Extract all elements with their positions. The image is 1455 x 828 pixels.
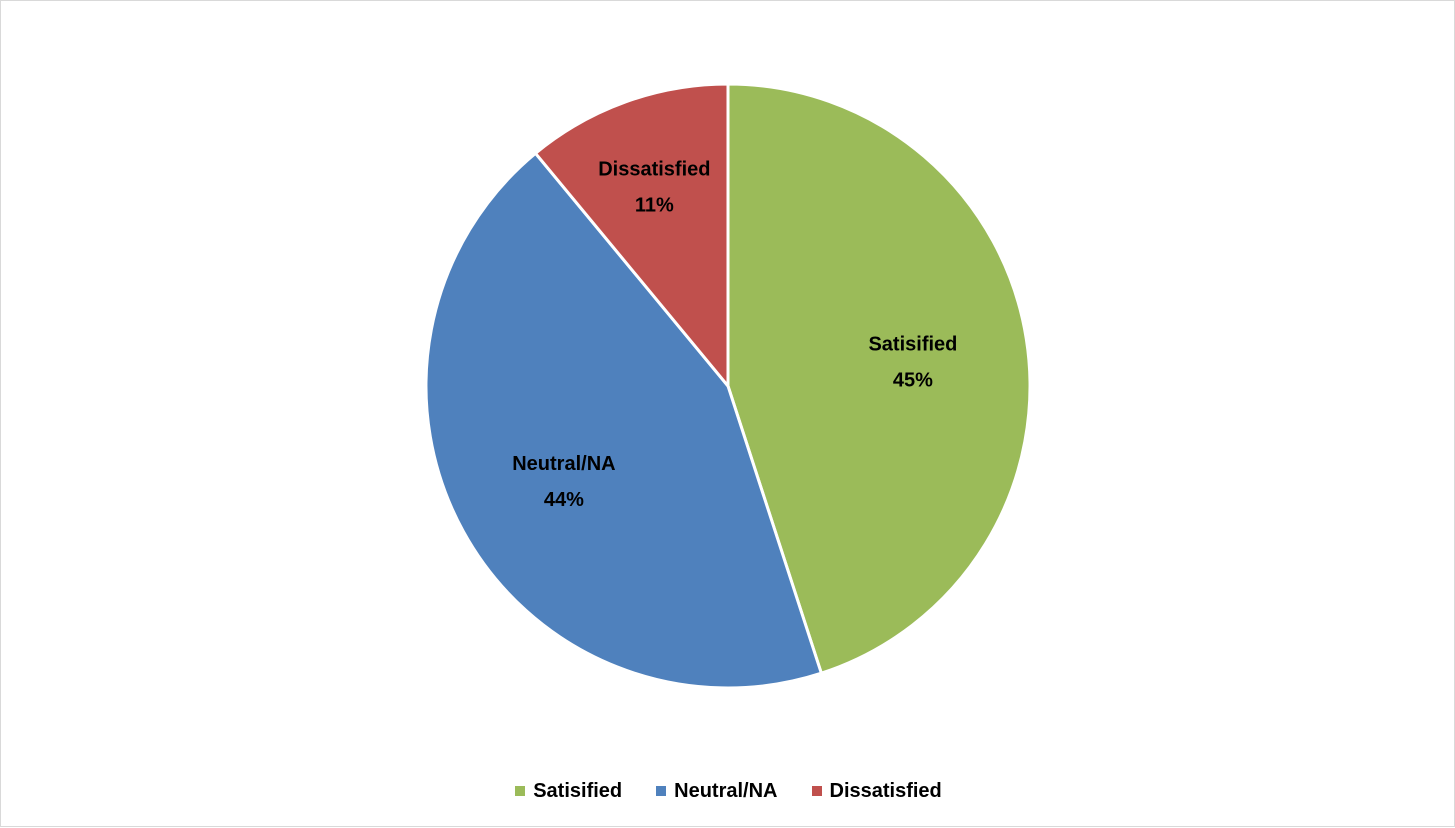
legend: Satisified Neutral/NA Dissatisfied (1, 773, 1455, 809)
legend-item-neutral-na: Neutral/NA (656, 779, 778, 803)
data-label-neutral-na-percent: 44% (544, 489, 584, 511)
data-label-satisified-percent: 45% (893, 370, 933, 392)
data-label-dissatisfied-percent: 11% (635, 194, 674, 216)
legend-label-satisified: Satisified (533, 779, 623, 802)
legend-label-dissatisfied: Dissatisfied (829, 779, 942, 802)
legend-item-satisified: Satisified (515, 780, 622, 803)
data-label-satisified-category: Satisified (868, 334, 957, 356)
legend-swatch-satisified (515, 786, 526, 796)
data-label-neutral-na-category: Neutral/NA (512, 453, 615, 475)
legend-swatch-neutral-na (656, 786, 667, 796)
pie-slices (424, 82, 1032, 690)
pie-data-labels: Satisified 45% Neutral/NA 44% Dissatisfied 11… (512, 158, 957, 511)
pie-slice-satisified (726, 82, 1032, 675)
legend-label-neutral-na: Neutral/NA (674, 779, 778, 802)
legend-item-dissatisfied: Dissatisfied (811, 779, 942, 803)
legend-swatch-dissatisfied (811, 786, 822, 796)
pie-slice-dissatisfied (533, 82, 730, 388)
data-label-dissatisfied-category: Dissatisfied (598, 158, 710, 180)
pie-slice-neutral-na (424, 151, 823, 690)
